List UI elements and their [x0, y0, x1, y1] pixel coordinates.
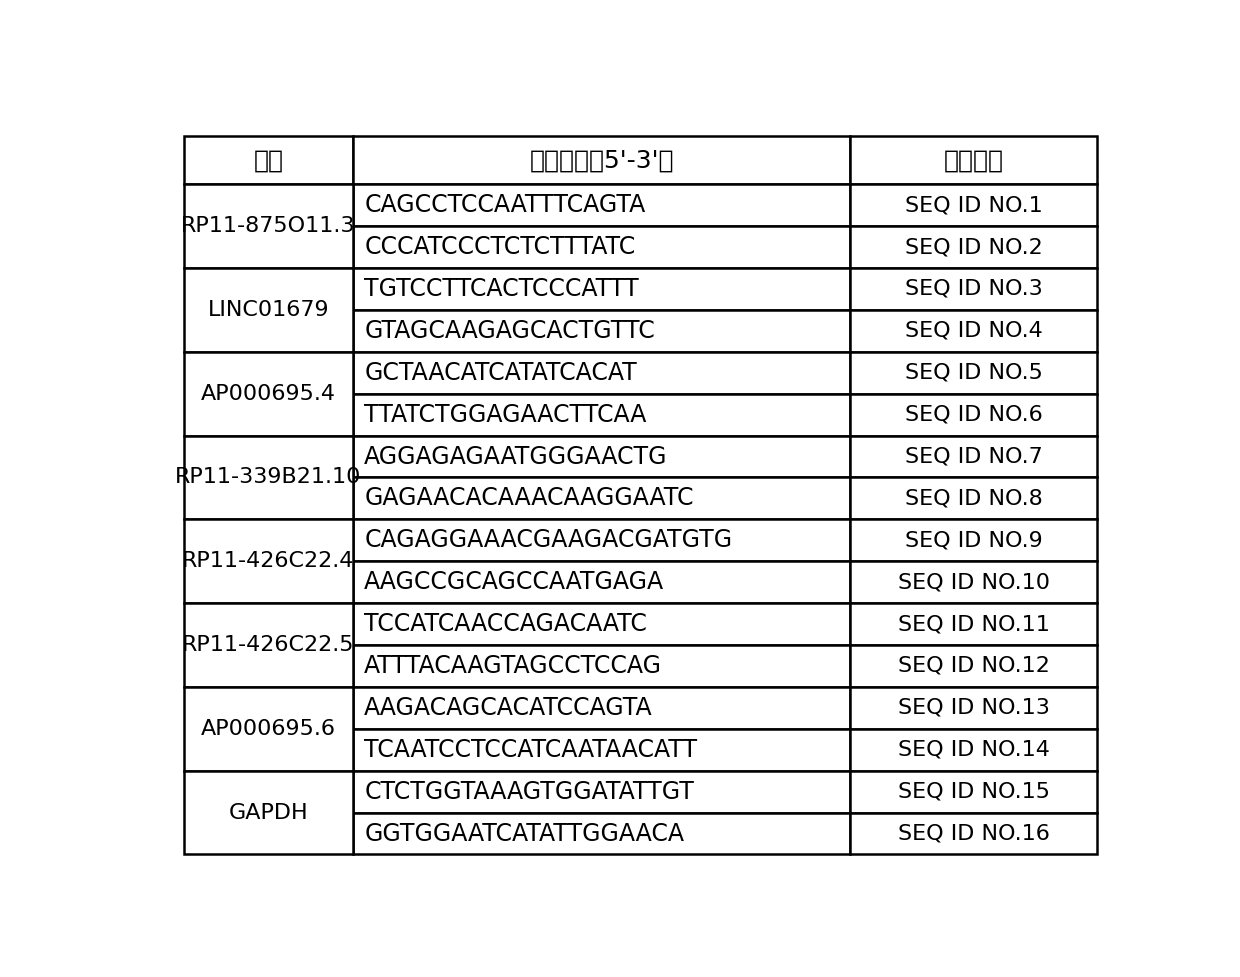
Text: SEQ ID NO.11: SEQ ID NO.11 — [898, 615, 1049, 634]
Text: SEQ ID NO.5: SEQ ID NO.5 — [905, 362, 1043, 383]
Text: LINC01679: LINC01679 — [207, 300, 329, 319]
Bar — [851, 603, 1096, 645]
Bar — [851, 268, 1096, 310]
Bar — [851, 687, 1096, 729]
Bar — [352, 561, 851, 603]
Bar — [352, 687, 851, 729]
Text: SEQ ID NO.4: SEQ ID NO.4 — [905, 320, 1043, 341]
Bar — [184, 436, 352, 520]
Bar — [352, 310, 851, 352]
Bar — [851, 771, 1096, 813]
Text: SEQ ID NO.10: SEQ ID NO.10 — [898, 573, 1049, 592]
Text: 基因: 基因 — [253, 149, 283, 172]
Text: TCAATCCTCCATCAATAACATT: TCAATCCTCCATCAATAACATT — [365, 738, 697, 762]
Bar — [184, 603, 352, 687]
Text: AP000695.6: AP000695.6 — [201, 719, 336, 739]
Bar — [851, 561, 1096, 603]
Text: GTAGCAAGAGCACTGTTC: GTAGCAAGAGCACTGTTC — [365, 319, 655, 343]
Text: AP000695.4: AP000695.4 — [201, 384, 336, 404]
Text: CTCTGGTAAAGTGGATATTGT: CTCTGGTAAAGTGGATATTGT — [365, 780, 694, 804]
Bar — [851, 436, 1096, 478]
Bar — [352, 394, 851, 436]
Bar — [352, 813, 851, 855]
Bar — [352, 520, 851, 561]
Text: SEQ ID NO.2: SEQ ID NO.2 — [905, 237, 1043, 257]
Bar — [184, 185, 352, 268]
Text: CAGCCTCCAATTTCAGTA: CAGCCTCCAATTTCAGTA — [365, 193, 646, 217]
Text: TTATCTGGAGAACTTCAA: TTATCTGGAGAACTTCAA — [365, 403, 646, 427]
Text: AAGACAGCACATCCAGTA: AAGACAGCACATCCAGTA — [365, 696, 653, 720]
Bar — [851, 478, 1096, 520]
Text: SEQ ID NO.3: SEQ ID NO.3 — [905, 279, 1043, 299]
Text: RP11-875O11.3: RP11-875O11.3 — [181, 216, 356, 236]
Text: SEQ ID NO.12: SEQ ID NO.12 — [898, 656, 1049, 676]
Bar — [851, 813, 1096, 855]
Bar — [184, 520, 352, 603]
Bar — [851, 645, 1096, 687]
Bar — [352, 729, 851, 771]
Bar — [851, 185, 1096, 226]
Text: GCTAACATCATATCACAT: GCTAACATCATATCACAT — [365, 361, 637, 385]
Text: RP11-339B21.10: RP11-339B21.10 — [175, 467, 362, 488]
Bar — [851, 729, 1096, 771]
Bar — [851, 310, 1096, 352]
Text: SEQ ID NO.14: SEQ ID NO.14 — [898, 740, 1049, 760]
Bar — [352, 771, 851, 813]
Text: CCCATCCCTCTCTTTATC: CCCATCCCTCTCTTTATC — [365, 235, 636, 259]
Text: ATTTACAAGTAGCCTCCAG: ATTTACAAGTAGCCTCCAG — [365, 654, 662, 678]
Text: SEQ ID NO.6: SEQ ID NO.6 — [905, 404, 1043, 425]
Text: TCCATCAACCAGACAATC: TCCATCAACCAGACAATC — [365, 612, 647, 636]
Text: GGTGGAATCATATTGGAACA: GGTGGAATCATATTGGAACA — [365, 822, 684, 845]
Text: CAGAGGAAACGAAGACGATGTG: CAGAGGAAACGAAGACGATGTG — [365, 529, 733, 552]
Bar — [851, 136, 1096, 185]
Bar — [184, 771, 352, 855]
Bar — [352, 603, 851, 645]
Text: SEQ ID NO.15: SEQ ID NO.15 — [898, 782, 1049, 802]
Text: SEQ ID NO.9: SEQ ID NO.9 — [905, 531, 1043, 550]
Text: SEQ ID NO.7: SEQ ID NO.7 — [905, 446, 1043, 466]
Text: RP11-426C22.4: RP11-426C22.4 — [182, 551, 355, 572]
Bar — [184, 268, 352, 352]
Text: SEQ ID NO.1: SEQ ID NO.1 — [905, 195, 1043, 215]
Bar — [352, 436, 851, 478]
Text: 序列编号: 序列编号 — [944, 149, 1003, 172]
Bar — [352, 352, 851, 394]
Text: SEQ ID NO.8: SEQ ID NO.8 — [905, 488, 1043, 508]
Text: SEQ ID NO.13: SEQ ID NO.13 — [898, 698, 1049, 718]
Bar — [851, 520, 1096, 561]
Text: GAPDH: GAPDH — [228, 802, 308, 823]
Bar — [352, 136, 851, 185]
Bar — [184, 687, 352, 771]
Text: RP11-426C22.5: RP11-426C22.5 — [182, 635, 355, 655]
Bar — [851, 226, 1096, 268]
Bar — [184, 136, 352, 185]
Text: SEQ ID NO.16: SEQ ID NO.16 — [898, 824, 1049, 843]
Bar — [352, 645, 851, 687]
Bar — [851, 394, 1096, 436]
Text: AAGCCGCAGCCAATGAGA: AAGCCGCAGCCAATGAGA — [365, 571, 665, 594]
Text: AGGAGAGAATGGGAACTG: AGGAGAGAATGGGAACTG — [365, 445, 668, 469]
Bar — [184, 352, 352, 436]
Text: TGTCCTTCACTCCCATTT: TGTCCTTCACTCCCATTT — [365, 276, 639, 301]
Bar — [352, 478, 851, 520]
Text: GAGAACACAAACAAGGAATC: GAGAACACAAACAAGGAATC — [365, 487, 693, 510]
Bar — [352, 185, 851, 226]
Bar — [352, 268, 851, 310]
Bar — [352, 226, 851, 268]
Text: 引物序列（5'-3'）: 引物序列（5'-3'） — [529, 149, 673, 172]
Bar — [851, 352, 1096, 394]
